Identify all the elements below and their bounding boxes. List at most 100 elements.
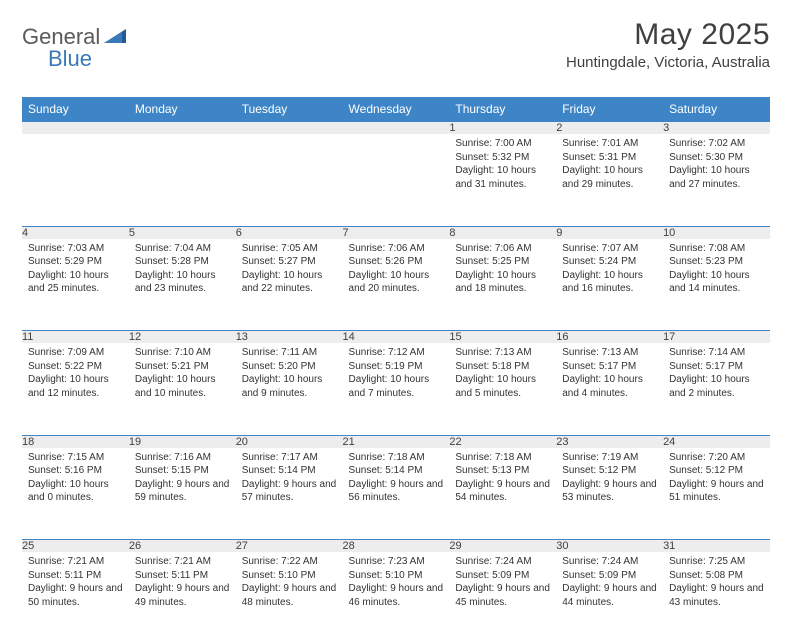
- day-number-cell: 5: [129, 226, 236, 239]
- daylight-text: Daylight: 10 hours and 16 minutes.: [562, 269, 657, 296]
- day-number-cell: 13: [236, 331, 343, 344]
- day-number-cell: 7: [343, 226, 450, 239]
- sunset-text: Sunset: 5:23 PM: [669, 255, 764, 269]
- day-details: Sunrise: 7:13 AMSunset: 5:17 PMDaylight:…: [556, 343, 663, 402]
- daylight-text: Daylight: 10 hours and 10 minutes.: [135, 373, 230, 400]
- day-number-cell: [22, 122, 129, 135]
- sunset-text: Sunset: 5:14 PM: [242, 464, 337, 478]
- sunset-text: Sunset: 5:29 PM: [28, 255, 123, 269]
- day-body-cell: [236, 134, 343, 226]
- daylight-text: Daylight: 10 hours and 7 minutes.: [349, 373, 444, 400]
- day-details: Sunrise: 7:04 AMSunset: 5:28 PMDaylight:…: [129, 239, 236, 298]
- sunrise-text: Sunrise: 7:01 AM: [562, 137, 657, 151]
- day-number-cell: 6: [236, 226, 343, 239]
- day-details: Sunrise: 7:01 AMSunset: 5:31 PMDaylight:…: [556, 134, 663, 193]
- day-body-cell: Sunrise: 7:24 AMSunset: 5:09 PMDaylight:…: [449, 552, 556, 644]
- day-body-cell: Sunrise: 7:17 AMSunset: 5:14 PMDaylight:…: [236, 448, 343, 540]
- sunset-text: Sunset: 5:09 PM: [562, 569, 657, 583]
- day-body-cell: Sunrise: 7:20 AMSunset: 5:12 PMDaylight:…: [663, 448, 770, 540]
- day-details: Sunrise: 7:24 AMSunset: 5:09 PMDaylight:…: [449, 552, 556, 611]
- sunrise-text: Sunrise: 7:16 AM: [135, 451, 230, 465]
- daylight-text: Daylight: 10 hours and 5 minutes.: [455, 373, 550, 400]
- daylight-text: Daylight: 9 hours and 45 minutes.: [455, 582, 550, 609]
- daylight-text: Daylight: 9 hours and 53 minutes.: [562, 478, 657, 505]
- weekday-header: Wednesday: [343, 97, 450, 122]
- sunrise-text: Sunrise: 7:12 AM: [349, 346, 444, 360]
- day-number-cell: 23: [556, 435, 663, 448]
- daylight-text: Daylight: 9 hours and 46 minutes.: [349, 582, 444, 609]
- day-number-cell: 18: [22, 435, 129, 448]
- day-details: Sunrise: 7:23 AMSunset: 5:10 PMDaylight:…: [343, 552, 450, 611]
- day-body-row: Sunrise: 7:00 AMSunset: 5:32 PMDaylight:…: [22, 134, 770, 226]
- day-details: Sunrise: 7:05 AMSunset: 5:27 PMDaylight:…: [236, 239, 343, 298]
- sunrise-text: Sunrise: 7:20 AM: [669, 451, 764, 465]
- day-number-cell: 29: [449, 540, 556, 553]
- day-number-cell: 26: [129, 540, 236, 553]
- sunrise-text: Sunrise: 7:04 AM: [135, 242, 230, 256]
- day-number-cell: 20: [236, 435, 343, 448]
- day-number-row: 25262728293031: [22, 540, 770, 553]
- day-number-cell: 15: [449, 331, 556, 344]
- day-details: Sunrise: 7:18 AMSunset: 5:14 PMDaylight:…: [343, 448, 450, 507]
- day-body-cell: [343, 134, 450, 226]
- location-subtitle: Huntingdale, Victoria, Australia: [566, 54, 770, 71]
- day-number-row: 45678910: [22, 226, 770, 239]
- weekday-header: Tuesday: [236, 97, 343, 122]
- sunset-text: Sunset: 5:31 PM: [562, 151, 657, 165]
- daylight-text: Daylight: 9 hours and 57 minutes.: [242, 478, 337, 505]
- day-body-cell: Sunrise: 7:05 AMSunset: 5:27 PMDaylight:…: [236, 239, 343, 331]
- logo-triangle-icon: [104, 27, 126, 48]
- day-number-cell: 21: [343, 435, 450, 448]
- sunrise-text: Sunrise: 7:23 AM: [349, 555, 444, 569]
- sunrise-text: Sunrise: 7:10 AM: [135, 346, 230, 360]
- daylight-text: Daylight: 10 hours and 23 minutes.: [135, 269, 230, 296]
- day-body-cell: Sunrise: 7:15 AMSunset: 5:16 PMDaylight:…: [22, 448, 129, 540]
- day-body-cell: Sunrise: 7:16 AMSunset: 5:15 PMDaylight:…: [129, 448, 236, 540]
- daylight-text: Daylight: 10 hours and 14 minutes.: [669, 269, 764, 296]
- day-details: Sunrise: 7:21 AMSunset: 5:11 PMDaylight:…: [22, 552, 129, 611]
- daylight-text: Daylight: 10 hours and 22 minutes.: [242, 269, 337, 296]
- sunrise-text: Sunrise: 7:00 AM: [455, 137, 550, 151]
- sunset-text: Sunset: 5:21 PM: [135, 360, 230, 374]
- day-number-cell: [129, 122, 236, 135]
- day-body-cell: Sunrise: 7:09 AMSunset: 5:22 PMDaylight:…: [22, 343, 129, 435]
- day-body-cell: Sunrise: 7:19 AMSunset: 5:12 PMDaylight:…: [556, 448, 663, 540]
- day-number-cell: 27: [236, 540, 343, 553]
- sunrise-text: Sunrise: 7:13 AM: [455, 346, 550, 360]
- day-number-cell: 14: [343, 331, 450, 344]
- daylight-text: Daylight: 10 hours and 20 minutes.: [349, 269, 444, 296]
- daylight-text: Daylight: 9 hours and 56 minutes.: [349, 478, 444, 505]
- sunrise-text: Sunrise: 7:02 AM: [669, 137, 764, 151]
- day-number-cell: 22: [449, 435, 556, 448]
- sunset-text: Sunset: 5:14 PM: [349, 464, 444, 478]
- day-number-cell: 28: [343, 540, 450, 553]
- daylight-text: Daylight: 9 hours and 51 minutes.: [669, 478, 764, 505]
- day-details: Sunrise: 7:22 AMSunset: 5:10 PMDaylight:…: [236, 552, 343, 611]
- daylight-text: Daylight: 10 hours and 4 minutes.: [562, 373, 657, 400]
- day-body-cell: Sunrise: 7:25 AMSunset: 5:08 PMDaylight:…: [663, 552, 770, 644]
- sunset-text: Sunset: 5:19 PM: [349, 360, 444, 374]
- day-body-row: Sunrise: 7:09 AMSunset: 5:22 PMDaylight:…: [22, 343, 770, 435]
- sunrise-text: Sunrise: 7:22 AM: [242, 555, 337, 569]
- day-number-cell: [236, 122, 343, 135]
- day-details: Sunrise: 7:10 AMSunset: 5:21 PMDaylight:…: [129, 343, 236, 402]
- day-details: Sunrise: 7:20 AMSunset: 5:12 PMDaylight:…: [663, 448, 770, 507]
- day-body-row: Sunrise: 7:21 AMSunset: 5:11 PMDaylight:…: [22, 552, 770, 644]
- sunrise-text: Sunrise: 7:21 AM: [135, 555, 230, 569]
- day-body-cell: Sunrise: 7:11 AMSunset: 5:20 PMDaylight:…: [236, 343, 343, 435]
- sunset-text: Sunset: 5:13 PM: [455, 464, 550, 478]
- day-number-cell: [343, 122, 450, 135]
- day-body-cell: Sunrise: 7:08 AMSunset: 5:23 PMDaylight:…: [663, 239, 770, 331]
- day-number-cell: 16: [556, 331, 663, 344]
- sunrise-text: Sunrise: 7:03 AM: [28, 242, 123, 256]
- day-details: Sunrise: 7:03 AMSunset: 5:29 PMDaylight:…: [22, 239, 129, 298]
- sunrise-text: Sunrise: 7:21 AM: [28, 555, 123, 569]
- day-details: Sunrise: 7:19 AMSunset: 5:12 PMDaylight:…: [556, 448, 663, 507]
- weekday-header: Saturday: [663, 97, 770, 122]
- calendar-body: 123Sunrise: 7:00 AMSunset: 5:32 PMDaylig…: [22, 122, 770, 644]
- day-number-cell: 8: [449, 226, 556, 239]
- day-details: Sunrise: 7:02 AMSunset: 5:30 PMDaylight:…: [663, 134, 770, 193]
- day-number-cell: 12: [129, 331, 236, 344]
- day-number-cell: 24: [663, 435, 770, 448]
- weekday-header: Thursday: [449, 97, 556, 122]
